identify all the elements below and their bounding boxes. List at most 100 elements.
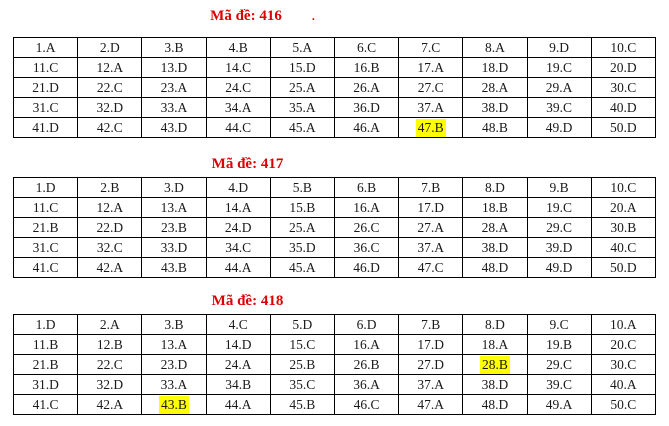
answer-text: 38.D bbox=[481, 239, 509, 255]
answer-cell: 48.D bbox=[462, 257, 528, 278]
answer-text: 21.D bbox=[32, 79, 59, 95]
answer-text: 45.B bbox=[289, 396, 316, 412]
answer-text: 21.B bbox=[32, 219, 59, 235]
answer-cell: 12.A bbox=[77, 197, 143, 218]
answer-text: 10.C bbox=[610, 39, 637, 55]
answer-row: 21.B 22.C 23.D 24.A 25.B 26.B 27.D 28.B 29.C 30.C bbox=[12, 354, 657, 375]
answer-text: 32.D bbox=[96, 376, 124, 392]
answer-row: 1.D 2.A 3.B 4.C 5.D 6.D 7.B 8.D 9.C 10.A bbox=[12, 314, 657, 335]
answer-row: 11.B 12.B 13.A 14.D 15.C 16.A 17.D 18.A 19.B 20.C bbox=[12, 334, 657, 355]
answer-cell: 13.A bbox=[141, 334, 207, 355]
answer-text: 42.A bbox=[96, 259, 124, 275]
answer-text: 42.C bbox=[96, 119, 123, 135]
answer-cell: 11.C bbox=[12, 197, 79, 218]
answer-table-417: 1.D 2.B 3.D 4.D 5.B 6.B 7.B 8.D 9.B 10.C 11.C 12.A 1… bbox=[12, 177, 657, 278]
answer-text: 10.A bbox=[610, 316, 637, 332]
answer-text: 38.D bbox=[481, 376, 509, 392]
answer-text: 12.A bbox=[96, 59, 124, 75]
answer-cell: 38.D bbox=[462, 97, 528, 118]
answer-text: 48.D bbox=[481, 259, 509, 275]
answer-cell: 27.D bbox=[398, 354, 464, 375]
answer-text: 4.C bbox=[228, 316, 248, 332]
answer-cell: 5.A bbox=[269, 37, 335, 58]
answer-cell: 1.D bbox=[12, 177, 79, 198]
answer-text: 7.B bbox=[421, 316, 441, 332]
answer-text: 4.B bbox=[228, 39, 248, 55]
answer-table-416: 1.A 2.D 3.B 4.B 5.A 6.C 7.C 8.A 9.D 10.C 11.C 12.A 1… bbox=[12, 37, 657, 138]
answer-text: 50.D bbox=[610, 259, 637, 275]
answer-cell: 30.C bbox=[590, 77, 657, 98]
answer-text: 26.B bbox=[353, 356, 380, 372]
answer-row: 11.C 12.A 13.D 14.C 15.D 16.B 17.A 18.D 19.C 20.D bbox=[12, 57, 657, 78]
answer-text: 10.C bbox=[610, 179, 637, 195]
answer-text: 18.A bbox=[481, 336, 509, 352]
answer-cell: 45.B bbox=[269, 394, 335, 415]
answer-text: 8.D bbox=[484, 179, 505, 195]
answer-text: 14.A bbox=[224, 199, 252, 215]
answer-cell: 47.B bbox=[398, 117, 464, 138]
answer-cell: 41.D bbox=[12, 117, 79, 138]
stray-red-mark: . bbox=[311, 9, 315, 23]
highlighted-answer: 28.B bbox=[479, 355, 510, 374]
answer-text: 45.A bbox=[289, 119, 316, 135]
answer-text: 3.B bbox=[164, 39, 184, 55]
answer-text: 27.A bbox=[417, 219, 445, 235]
answer-text: 24.A bbox=[224, 356, 252, 372]
answer-cell: 12.B bbox=[77, 334, 143, 355]
answer-text: 3.D bbox=[164, 179, 184, 195]
answer-cell: 50.D bbox=[590, 257, 657, 278]
answer-cell: 48.B bbox=[462, 117, 528, 138]
answer-cell: 28.A bbox=[462, 217, 528, 238]
answer-cell: 8.D bbox=[462, 177, 528, 198]
answer-text: 44.A bbox=[224, 259, 252, 275]
answer-cell: 9.C bbox=[526, 314, 592, 335]
answer-cell: 2.D bbox=[77, 37, 143, 58]
answer-cell: 16.A bbox=[333, 334, 400, 355]
answer-cell: 14.D bbox=[205, 334, 271, 355]
answer-cell: 49.D bbox=[526, 257, 592, 278]
answer-cell: 21.B bbox=[12, 217, 79, 238]
answer-text: 39.D bbox=[545, 239, 573, 255]
answer-cell: 30.B bbox=[590, 217, 657, 238]
answer-cell: 27.C bbox=[398, 77, 464, 98]
answer-text: 36.A bbox=[353, 376, 380, 392]
answer-text: 9.C bbox=[549, 316, 569, 332]
answer-row: 41.C 42.A 43.B 44.A 45.A 46.D 47.C 48.D 49.D 50.D bbox=[12, 257, 657, 278]
answer-cell: 10.A bbox=[590, 314, 657, 335]
answer-cell: 37.A bbox=[398, 237, 464, 258]
answer-cell: 23.A bbox=[141, 77, 207, 98]
answer-cell: 23.D bbox=[141, 354, 207, 375]
answer-cell: 31.C bbox=[12, 237, 79, 258]
answer-text: 37.A bbox=[417, 99, 445, 115]
answer-text: 33.A bbox=[160, 376, 188, 392]
answer-cell: 14.A bbox=[205, 197, 271, 218]
answer-text: 32.D bbox=[96, 99, 124, 115]
answer-cell: 38.D bbox=[462, 237, 528, 258]
answer-text: 5.B bbox=[292, 179, 312, 195]
answer-text: 7.C bbox=[421, 39, 441, 55]
answer-row: 21.D 22.C 23.A 24.C 25.A 26.A 27.C 28.A 29.A 30.C bbox=[12, 77, 657, 98]
answer-cell: 33.A bbox=[141, 97, 207, 118]
answer-text: 49.D bbox=[545, 259, 573, 275]
answer-text: 15.D bbox=[289, 59, 316, 75]
answer-cell: 1.D bbox=[12, 314, 79, 335]
answer-cell: 36.D bbox=[333, 97, 400, 118]
answer-cell: 40.A bbox=[590, 374, 657, 395]
answer-cell: 6.B bbox=[333, 177, 400, 198]
answer-text: 18.D bbox=[481, 59, 509, 75]
answer-cell: 18.D bbox=[462, 57, 528, 78]
answer-cell: 8.A bbox=[462, 37, 528, 58]
answer-text: 22.D bbox=[96, 219, 124, 235]
answer-text: 50.C bbox=[610, 396, 637, 412]
answer-row: 1.A 2.D 3.B 4.B 5.A 6.C 7.C 8.A 9.D 10.C bbox=[12, 37, 657, 58]
answer-text: 14.C bbox=[225, 59, 252, 75]
answer-text: 49.D bbox=[545, 119, 573, 135]
answer-table-418: 1.D 2.A 3.B 4.C 5.D 6.D 7.B 8.D 9.C 10.A 11.B 12.B 1… bbox=[12, 314, 657, 415]
highlighted-answer: 47.B bbox=[415, 118, 446, 137]
answer-text: 11.B bbox=[32, 336, 59, 352]
answer-cell: 28.B bbox=[462, 354, 528, 375]
answer-text: 34.A bbox=[224, 99, 252, 115]
answer-cell: 9.D bbox=[526, 37, 592, 58]
answer-text: 19.C bbox=[546, 59, 573, 75]
answer-cell: 5.B bbox=[269, 177, 335, 198]
